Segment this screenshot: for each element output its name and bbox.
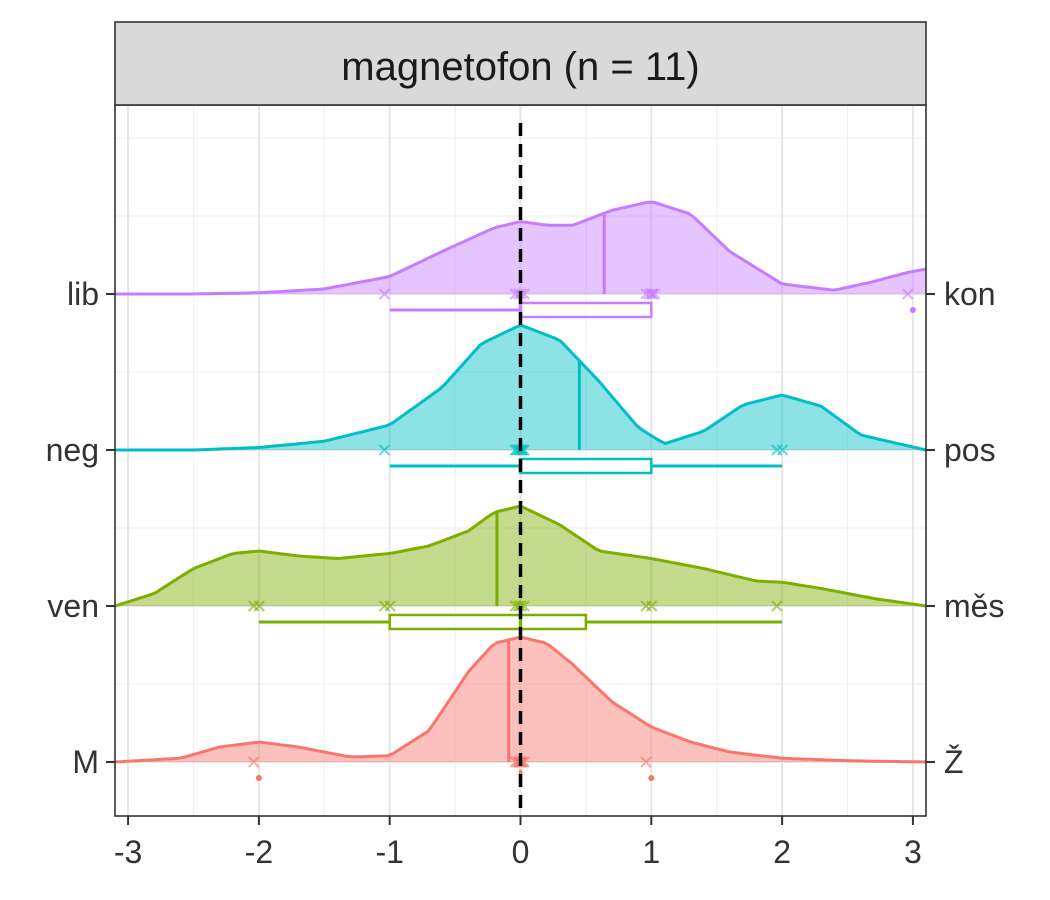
x-axis: -3 -2 -1 0 1 2 3 <box>114 816 922 870</box>
y-label-right-Ž: Ž <box>944 744 964 780</box>
x-tick-label: -1 <box>375 834 403 870</box>
y-label-left-neg: neg <box>46 432 99 468</box>
data-point-M <box>640 756 652 768</box>
x-tick-label: 0 <box>512 834 530 870</box>
y-label-right-měs: měs <box>944 588 1004 624</box>
data-point-ven <box>253 600 265 612</box>
data-point-neg <box>378 444 391 456</box>
data-point-M <box>247 756 260 768</box>
data-point-ven <box>384 600 396 612</box>
x-tick-label: -3 <box>114 834 142 870</box>
density-area-lib <box>115 202 926 294</box>
plot-panel <box>114 104 927 817</box>
y-label-right-pos: pos <box>944 432 996 468</box>
outlier-lib <box>909 307 916 313</box>
facet-strip: magnetofon (n = 11) <box>114 21 927 106</box>
outlier-M <box>648 775 655 781</box>
y-label-left-M: M <box>72 744 99 780</box>
box-neg <box>519 457 653 475</box>
y-label-left-lib: lib <box>67 276 99 312</box>
box-ven <box>388 613 588 631</box>
data-point-ven <box>645 600 658 612</box>
data-point-ven <box>771 600 783 612</box>
x-tick-label: 2 <box>773 834 791 870</box>
outlier-M <box>255 775 262 781</box>
x-tick-label: -2 <box>245 834 273 870</box>
x-tick-label: 1 <box>642 834 660 870</box>
facet-title: magnetofon (n = 11) <box>341 45 699 89</box>
box-lib <box>519 301 653 319</box>
data-point-lib <box>378 288 391 300</box>
y-label-right-kon: kon <box>944 276 996 312</box>
x-tick-label: 3 <box>904 834 922 870</box>
ridge-lib <box>115 200 927 319</box>
y-label-left-ven: ven <box>47 588 99 624</box>
density-line-lib <box>115 200 927 296</box>
data-point-neg <box>776 444 789 456</box>
data-point-lib <box>902 288 914 300</box>
data-point-lib <box>646 288 659 300</box>
strip-background <box>114 21 927 106</box>
data-point-lib <box>649 288 661 300</box>
